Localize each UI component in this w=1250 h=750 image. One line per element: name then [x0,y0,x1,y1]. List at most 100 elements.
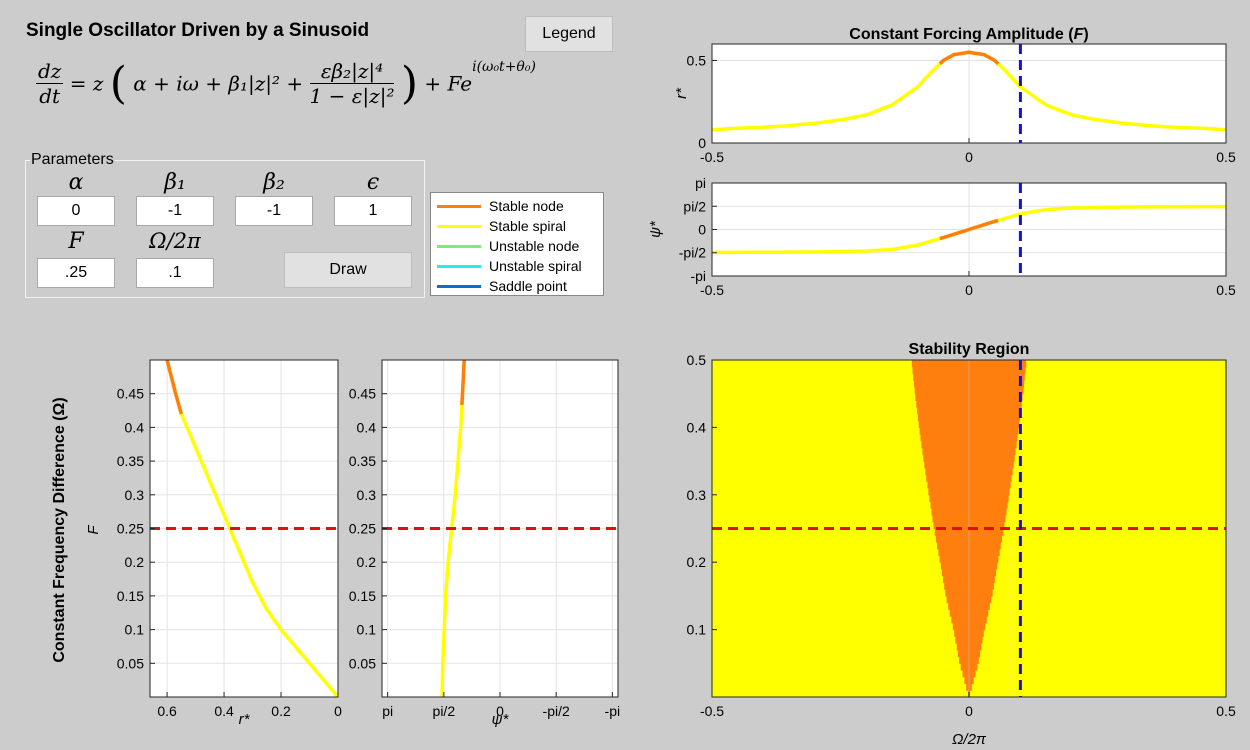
stable-node-cell [945,589,993,597]
stable-node-cell [912,366,1026,374]
plot-area [712,360,1226,697]
side-axis-label: Constant Frequency Difference (Ω) [51,397,68,662]
legend-item: Saddle point [437,276,567,296]
chart-title: Stability Region [909,341,1030,358]
stable-node-cell [959,656,979,664]
stable-node-cell [937,542,1001,550]
eq-rhs-a: = z [69,71,104,96]
legend-label: Stable spiral [489,218,567,234]
y-tick-label: 0.2 [357,554,377,570]
y-axis-label: r* [673,87,690,99]
alpha-label: α [68,170,84,195]
stable-node-cell [964,676,974,685]
axes-border [711,182,1227,277]
y-tick-label: 0.4 [125,419,145,435]
x-axis-label: Ω/2π [952,731,987,748]
plot-area [382,360,618,697]
legend-label: Saddle point [489,278,567,294]
omega-input[interactable] [136,258,214,288]
y-tick-label: 0 [698,135,706,151]
axes-border [381,359,619,698]
legend-button[interactable]: Legend [525,16,613,52]
stable-node-cell [923,454,1015,462]
draw-button[interactable]: Draw [284,252,412,288]
x-tick-label: 0 [334,703,342,719]
x-axis-label: ψ* [492,711,510,728]
legend-swatch [437,224,481,228]
stable-node-cell [941,568,997,577]
stable-node-cell [924,461,1014,469]
plot-area [150,360,338,697]
stable-node-cell [962,670,976,678]
stable-node-cell [943,575,995,583]
axes-border [149,359,339,698]
beta1-label: β₁ [164,170,186,195]
eq-paren-close: ) [400,58,418,109]
y-tick-label: 0.3 [125,487,145,503]
legend-item: Stable spiral [437,216,566,236]
eq-lhs-den: dt [39,84,61,108]
y-tick-label: 0.15 [117,588,144,604]
alpha-input[interactable] [37,196,115,226]
legend-swatch [437,264,481,268]
stable-node-cell [956,643,982,651]
y-tick-label: 0.2 [125,554,145,570]
stable-node-cell [917,407,1021,415]
stable-node-cell [919,427,1019,435]
stable-node-cell [914,380,1025,388]
parameters-title: Parameters [30,151,115,169]
legend-item: Unstable spiral [437,256,582,276]
series-line-stable-spiral [712,204,1226,255]
omega-label: Ω/2π [149,229,201,253]
stable-node-cell [955,636,983,644]
y-tick-label: 0.45 [349,386,376,402]
stable-node-cell [913,373,1025,381]
y-tick-label: 0.5 [687,352,707,368]
beta2-label: β₂ [263,170,285,195]
eq-frac-num: εβ₂|z|⁴ [309,59,395,84]
y-tick-label: 0.2 [687,554,707,570]
y-tick-label: 0.35 [117,453,144,469]
series-line-stable-node [165,359,183,415]
legend-swatch [437,284,481,288]
stable-node-cell [968,690,970,698]
y-tick-label: -pi [690,268,706,284]
stable-node-cell [931,508,1007,516]
F-input[interactable] [37,258,115,288]
axes-border [711,43,1227,144]
legend-label: Unstable node [489,238,580,254]
stable-node-cell [911,360,1027,368]
stable-node-cell [946,595,992,604]
y-axis-label: F [85,525,102,535]
x-tick-label: 0.4 [214,703,234,719]
eq-forcing: + Fe [424,71,473,96]
epsilon-input[interactable] [334,196,412,226]
stable-node-cell [960,663,978,671]
y-tick-label: pi/2 [683,198,706,214]
beta2-input[interactable] [235,196,313,226]
y-tick-label: 0.25 [117,521,144,537]
axes-border [711,359,1227,698]
plot-area [712,183,1226,276]
y-tick-label: 0.4 [357,419,377,435]
eq-lhs-num: dz [36,59,64,84]
stable-node-cell [914,387,1024,395]
y-tick-label: 0.1 [687,622,707,638]
stable-node-cell [935,535,1003,543]
stable-node-cell [957,649,981,658]
stable-node-cell [949,609,989,617]
x-tick-label: -0.5 [700,149,724,165]
x-axis-label: r* [239,711,251,728]
series-line-stable-spiral [711,50,1227,132]
parameters-panel [25,160,425,298]
y-tick-label: 0.1 [357,622,377,638]
stable-node-cell [918,420,1020,428]
x-tick-label: -0.5 [700,282,724,298]
stable-node-cell [934,528,1004,536]
y-tick-label: 0.15 [349,588,376,604]
stable-node-cell [915,393,1023,401]
stable-node-cell [925,467,1013,476]
beta1-input[interactable] [136,196,214,226]
x-tick-label: 0 [965,149,973,165]
series-line-stable-node [939,218,999,241]
